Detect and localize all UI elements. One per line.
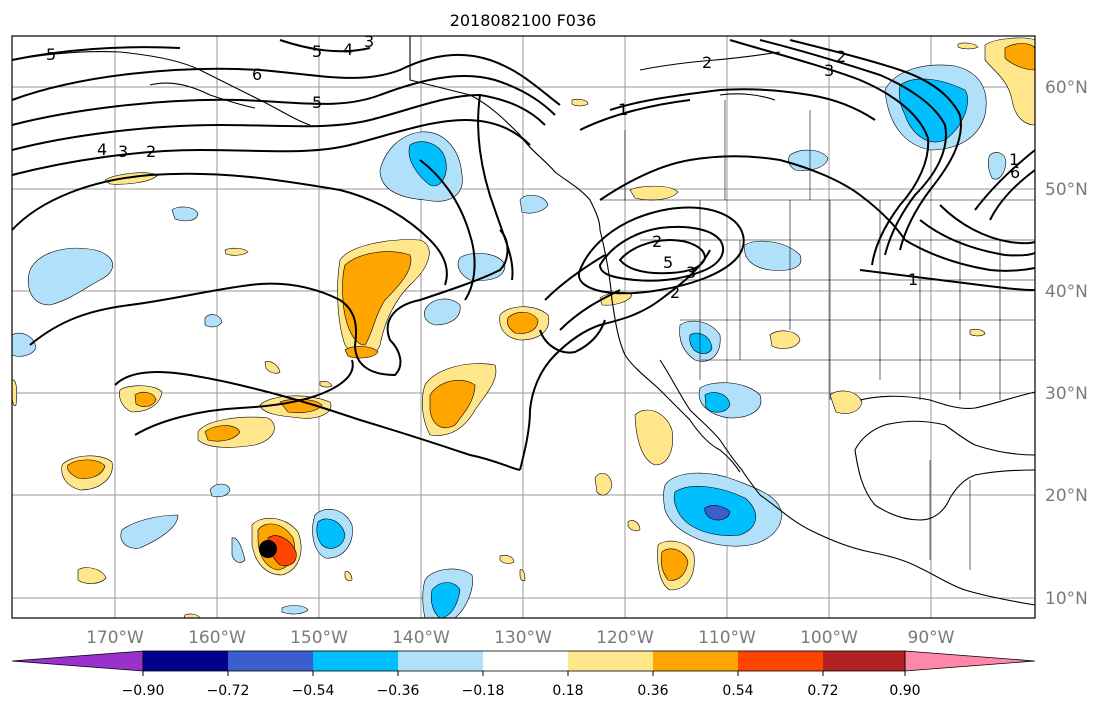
lat-label-60n: 60°N xyxy=(1045,78,1088,98)
map-title: 2018082100 F036 xyxy=(450,11,597,30)
colorbar-bin xyxy=(568,651,653,671)
lon-label-110w: 110°W xyxy=(698,628,756,648)
colorbar-bin xyxy=(823,651,905,671)
contour-label: 4 xyxy=(343,40,353,59)
contour-label: 4 xyxy=(97,140,107,159)
storm-center-marker xyxy=(259,540,277,558)
political-borders xyxy=(600,100,1035,570)
lat-label-30n: 30°N xyxy=(1045,384,1088,404)
contour-label: 5 xyxy=(46,45,56,64)
colorbar-tick-label: 0.18 xyxy=(552,683,583,699)
lat-label-20n: 20°N xyxy=(1045,486,1088,506)
colorbar-tick-label: −0.72 xyxy=(207,683,250,699)
colorbar-bin xyxy=(738,651,823,671)
coastlines xyxy=(11,36,1036,606)
contour-label: 1 xyxy=(1009,150,1019,169)
latitude-labels: 60°N 50°N 40°N 30°N 20°N 10°N xyxy=(1045,78,1088,609)
contour-label: 2 xyxy=(836,47,846,66)
contour-label: 2 xyxy=(702,53,712,72)
contour-label: 3 xyxy=(824,61,834,80)
lat-label-10n: 10°N xyxy=(1045,589,1088,609)
colorbar-bin xyxy=(313,651,398,671)
longitude-labels: 170°W 160°W 150°W 140°W 130°W 120°W 110°… xyxy=(86,628,955,648)
lat-label-50n: 50°N xyxy=(1045,180,1088,200)
lon-label-140w: 140°W xyxy=(392,628,450,648)
contour-label: 6 xyxy=(252,65,262,84)
contour-label: 5 xyxy=(312,93,322,112)
map-panel: 5 4 3 5 6 5 2 1 3 2 1 4 3 2 5 3 2 2 1 6 xyxy=(11,32,1036,619)
colorbar-tick-label: 0.72 xyxy=(807,683,838,699)
negative-anomaly-fills xyxy=(11,64,1007,619)
lon-label-150w: 150°W xyxy=(290,628,348,648)
colorbar: −0.90 −0.72 −0.54 −0.36 −0.18 0.18 0.36 … xyxy=(11,650,1036,699)
colorbar-tick-label: −0.36 xyxy=(377,683,420,699)
lon-label-130w: 130°W xyxy=(494,628,552,648)
contour-labels: 5 4 3 5 6 5 2 1 3 2 1 4 3 2 5 3 2 2 1 6 xyxy=(46,32,1020,302)
colorbar-tick-label: −0.18 xyxy=(462,683,505,699)
lat-label-40n: 40°N xyxy=(1045,282,1088,302)
lon-label-160w: 160°W xyxy=(188,628,246,648)
colorbar-tick-label: 0.90 xyxy=(889,683,920,699)
contour-label: 5 xyxy=(663,253,673,272)
colorbar-over-arrow xyxy=(904,650,1036,672)
colorbar-tick-label: −0.54 xyxy=(292,683,335,699)
lon-label-120w: 120°W xyxy=(596,628,654,648)
colorbar-under-arrow xyxy=(11,650,144,672)
contour-label: 1 xyxy=(908,270,918,289)
contour-label: 6 xyxy=(1010,163,1020,182)
colorbar-bin xyxy=(483,651,568,671)
lon-label-90w: 90°W xyxy=(908,628,955,648)
colorbar-tick-label: 0.36 xyxy=(637,683,668,699)
lon-label-100w: 100°W xyxy=(800,628,858,648)
colorbar-bin xyxy=(143,651,228,671)
contour-label: 3 xyxy=(686,263,696,282)
colorbar-tick-label: 0.54 xyxy=(722,683,753,699)
colorbar-tick-label: −0.90 xyxy=(122,683,165,699)
contour-label: 2 xyxy=(670,283,680,302)
colorbar-bin xyxy=(653,651,738,671)
contour-label: 2 xyxy=(146,142,156,161)
lon-label-170w: 170°W xyxy=(86,628,144,648)
contour-label: 1 xyxy=(618,100,628,119)
contour-label: 3 xyxy=(364,32,374,51)
contour-label: 3 xyxy=(118,142,128,161)
contour-label: 2 xyxy=(652,232,662,251)
colorbar-bin xyxy=(398,651,483,671)
contour-label: 5 xyxy=(312,42,322,61)
colorbar-bin xyxy=(228,651,313,671)
height-contours xyxy=(11,39,1036,471)
